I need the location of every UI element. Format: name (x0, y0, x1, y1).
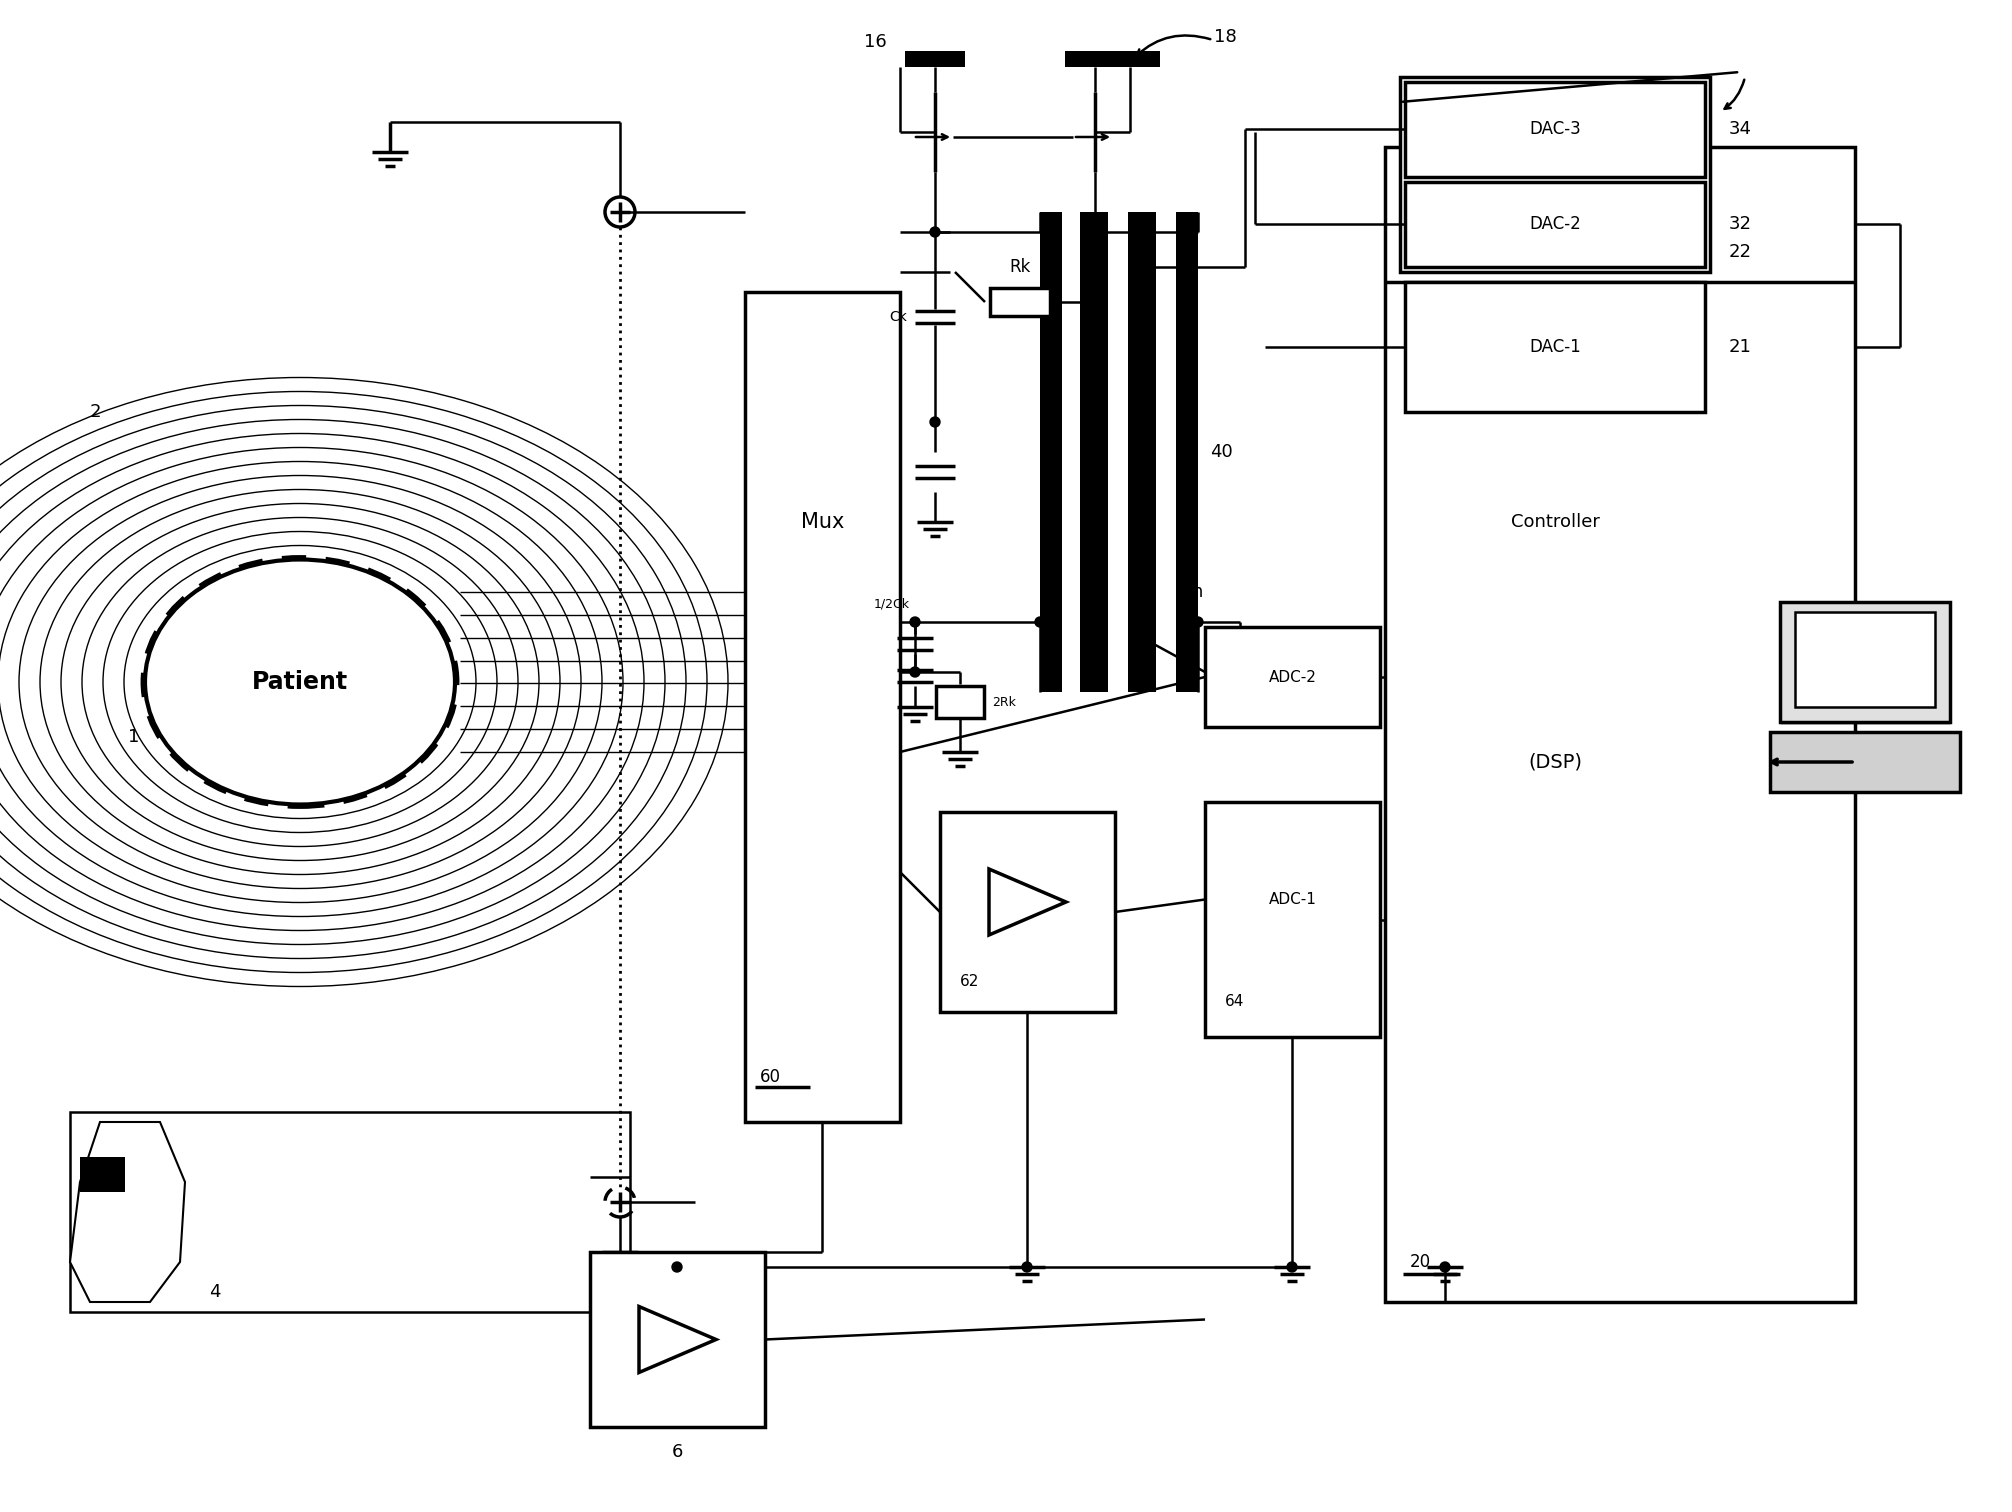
Bar (1404, 82, 1704, 177)
Text: Controller: Controller (1511, 513, 1600, 531)
Circle shape (1288, 1263, 1298, 1272)
Text: 62: 62 (960, 975, 980, 989)
Text: 1: 1 (129, 727, 139, 745)
Text: (DSP): (DSP) (1527, 753, 1581, 771)
Text: 20: 20 (1410, 1253, 1431, 1272)
Bar (1040, 212, 1062, 692)
Text: DAC-3: DAC-3 (1529, 119, 1581, 138)
Ellipse shape (145, 559, 455, 804)
Bar (1080, 212, 1109, 692)
Bar (1400, 77, 1710, 272)
Text: ADC-2: ADC-2 (1268, 670, 1316, 685)
Bar (70, 1111, 630, 1312)
Text: 8: 8 (1135, 603, 1145, 621)
Circle shape (1193, 617, 1203, 627)
Circle shape (909, 667, 919, 677)
Text: 1/2Ck: 1/2Ck (873, 597, 909, 611)
Bar (940, 812, 1115, 1012)
Bar (590, 1252, 765, 1427)
Bar (905, 51, 966, 67)
Text: Mux: Mux (801, 513, 845, 532)
Circle shape (909, 617, 919, 627)
Circle shape (930, 417, 940, 426)
Text: 64: 64 (1225, 995, 1243, 1010)
Text: 2: 2 (89, 404, 101, 420)
Text: 40: 40 (1209, 443, 1233, 461)
Text: 18: 18 (1213, 29, 1237, 45)
Text: m: m (1187, 584, 1203, 600)
Bar (1205, 627, 1380, 727)
Bar (1404, 181, 1704, 268)
Bar (1384, 147, 1855, 1302)
Bar (1404, 283, 1704, 411)
Bar (990, 287, 1050, 316)
Bar (936, 686, 984, 718)
Bar (1771, 732, 1960, 792)
Text: 4: 4 (209, 1284, 221, 1300)
Text: ADC-1: ADC-1 (1268, 892, 1316, 907)
Text: DAC-1: DAC-1 (1529, 339, 1581, 355)
Circle shape (1441, 1263, 1451, 1272)
Text: Ck: Ck (889, 310, 907, 324)
Text: 21: 21 (1728, 339, 1750, 355)
Bar (1064, 51, 1125, 67)
Circle shape (1022, 1263, 1032, 1272)
Bar (1129, 212, 1157, 692)
Text: 22: 22 (1728, 243, 1752, 262)
Text: 16: 16 (863, 33, 887, 51)
Text: 6: 6 (672, 1442, 684, 1461)
Bar (1175, 212, 1197, 692)
Text: Rk: Rk (1010, 259, 1030, 277)
Bar (1781, 602, 1950, 723)
Polygon shape (70, 1122, 185, 1302)
Text: 32: 32 (1728, 215, 1752, 233)
Text: DAC-2: DAC-2 (1529, 215, 1581, 233)
Circle shape (930, 227, 940, 237)
Text: 2Rk: 2Rk (992, 696, 1016, 709)
Bar (744, 292, 899, 1122)
Bar (80, 1157, 125, 1191)
Text: Patient: Patient (252, 670, 348, 694)
Circle shape (672, 1263, 682, 1272)
Bar (1205, 801, 1380, 1037)
Bar (1795, 612, 1936, 708)
Text: 60: 60 (761, 1067, 781, 1086)
Bar (1101, 51, 1161, 67)
Circle shape (1034, 617, 1044, 627)
Text: 34: 34 (1728, 119, 1752, 138)
